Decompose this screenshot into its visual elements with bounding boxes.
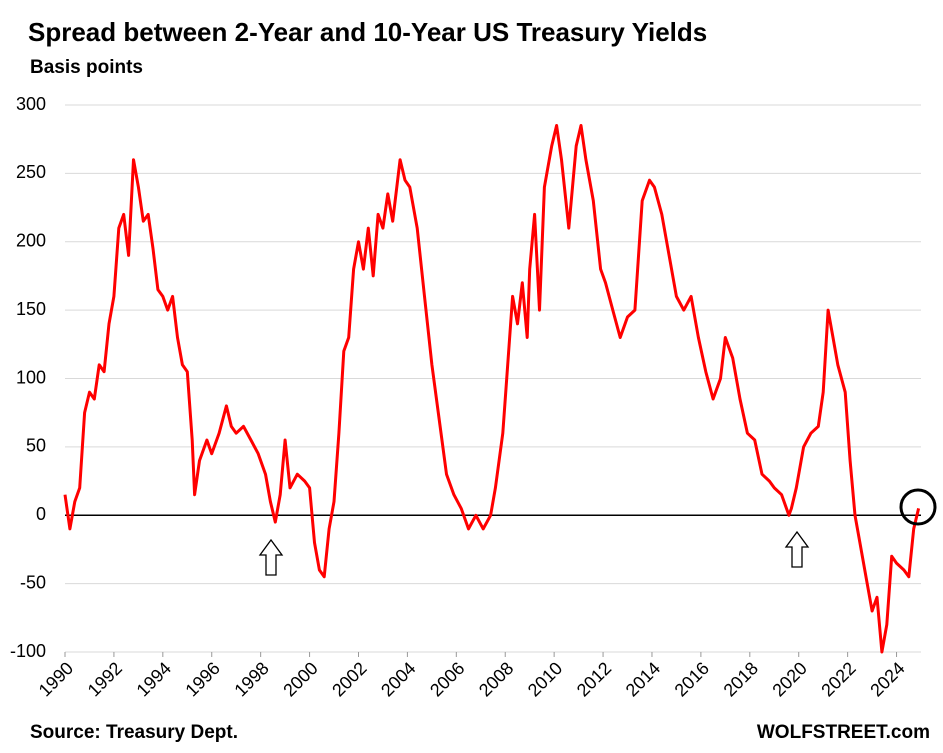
brand: WOLFSTREET.com bbox=[757, 722, 930, 743]
x-tick-label: 2000 bbox=[279, 658, 321, 700]
x-tick-label: 1994 bbox=[133, 658, 175, 700]
chart-title: Spread between 2-Year and 10-Year US Tre… bbox=[28, 17, 707, 47]
y-tick-label: 0 bbox=[36, 504, 46, 524]
x-tick-label: 2024 bbox=[866, 658, 908, 700]
y-tick-label: 250 bbox=[16, 162, 46, 182]
y-tick-label: -50 bbox=[20, 572, 46, 592]
x-tick-label: 1998 bbox=[230, 658, 272, 700]
data-line bbox=[63, 124, 921, 654]
y-tick-label: -100 bbox=[10, 641, 46, 661]
y-tick-label: 200 bbox=[16, 231, 46, 251]
arrow-annotation bbox=[784, 530, 810, 568]
x-tick-label: 2014 bbox=[622, 658, 664, 700]
x-tick-label: 2012 bbox=[573, 658, 615, 700]
source: Source: Treasury Dept. bbox=[30, 722, 238, 743]
y-tick-label: 100 bbox=[16, 367, 46, 387]
x-tick-label: 1992 bbox=[84, 658, 126, 700]
y-tick-label: 50 bbox=[26, 436, 46, 456]
y-tick-label: 300 bbox=[16, 94, 46, 114]
x-tick-label: 2004 bbox=[377, 658, 419, 700]
x-tick-label: 2002 bbox=[328, 658, 370, 700]
circle-annotation bbox=[899, 488, 937, 526]
x-tick-label: 2018 bbox=[720, 658, 762, 700]
arrow-annotation bbox=[258, 538, 284, 576]
y-tick-label: 150 bbox=[16, 299, 46, 319]
x-tick-label: 2020 bbox=[768, 658, 810, 700]
x-tick-label: 2008 bbox=[475, 658, 517, 700]
x-tick-label: 2022 bbox=[817, 658, 859, 700]
x-tick-label: 1996 bbox=[181, 658, 223, 700]
x-tick-label: 2016 bbox=[671, 658, 713, 700]
x-tick-label: 2006 bbox=[426, 658, 468, 700]
chart-subtitle: Basis points bbox=[30, 57, 143, 78]
x-tick-label: 1990 bbox=[35, 658, 77, 700]
x-tick-label: 2010 bbox=[524, 658, 566, 700]
